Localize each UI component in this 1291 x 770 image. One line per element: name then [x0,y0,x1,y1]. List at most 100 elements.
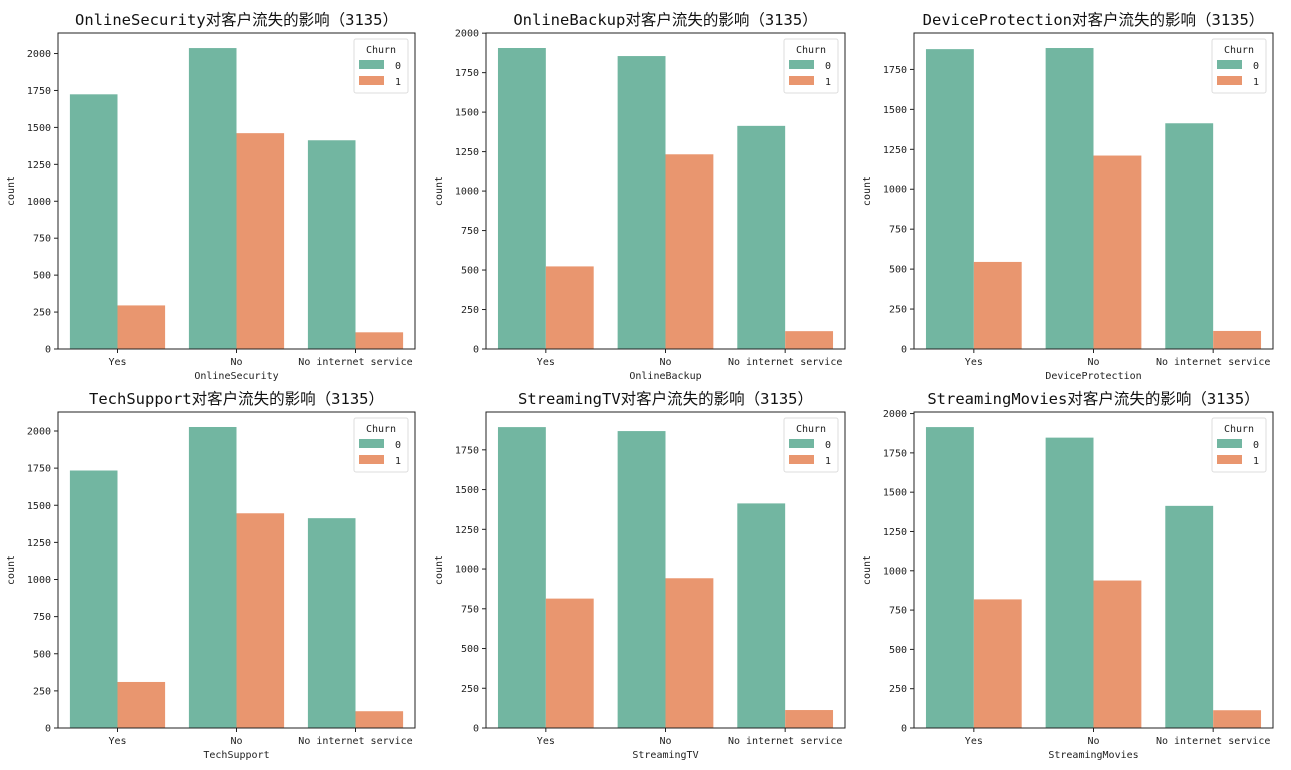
bar-no-internet-service-churn-1 [355,332,404,349]
y-tick-label: 1750 [883,65,907,76]
legend-swatch-0 [1217,60,1242,69]
legend: Churn 0 1 [783,38,839,94]
legend-swatch-1 [359,455,384,464]
x-axis-label: DeviceProtection [1045,371,1141,382]
legend-swatch-0 [359,60,384,69]
bar-yes-churn-0 [497,427,546,728]
x-axis-label: StreamingMovies [1048,750,1138,761]
y-tick-label: 1250 [27,160,51,171]
bar-no-internet-service-churn-1 [1213,710,1262,728]
y-tick-label: 1500 [883,105,907,116]
y-tick-label: 1750 [883,448,907,459]
legend-label-0: 0 [1253,61,1259,72]
x-tick-label: No [659,736,671,747]
bar-no-internet-service-churn-1 [785,331,834,349]
x-tick-label: No internet service [728,357,842,368]
legend-swatch-1 [789,455,814,464]
y-tick-label: 1000 [455,187,479,198]
x-tick-label: Yes [108,357,126,368]
bar-no-churn-1 [1093,155,1142,349]
legend-label-1: 1 [395,77,401,88]
x-tick-label: No [1087,357,1099,368]
axes-frame [57,411,416,729]
bar-no-churn-0 [188,48,237,349]
bar-yes-churn-0 [69,94,118,349]
y-tick-label: 1250 [455,525,479,536]
y-tick-label: 750 [33,612,51,623]
y-tick-label: 1500 [455,485,479,496]
y-tick-label: 750 [461,604,479,615]
bar-no-churn-1 [1093,580,1142,728]
bar-no-churn-1 [236,513,285,728]
y-tick-label: 500 [461,644,479,655]
bar-no-churn-0 [188,426,237,728]
axes-frame [913,32,1274,350]
legend-title: Churn [1224,424,1254,435]
x-tick-label: No internet service [1156,357,1270,368]
bar-no-churn-1 [236,133,285,349]
y-tick-label: 1250 [883,145,907,156]
bar-no-churn-1 [665,578,714,728]
legend-swatch-1 [789,76,814,85]
y-tick-label: 0 [45,345,51,356]
y-tick-label: 1750 [455,68,479,79]
x-tick-label: No internet service [298,357,412,368]
bar-no-churn-0 [1045,48,1094,350]
bar-no-internet-service-churn-1 [355,711,404,728]
y-tick-label: 1750 [27,464,51,475]
bar-yes-churn-1 [117,681,166,728]
legend-swatch-0 [1217,439,1242,448]
bar-no-churn-0 [617,431,666,728]
legend-label-0: 0 [395,61,401,72]
legend-swatch-0 [789,439,814,448]
y-tick-label: 250 [33,308,51,319]
bar-no-churn-1 [665,154,714,349]
y-tick-label: 1000 [27,197,51,208]
chart-title: StreamingMovies对客户流失的影响（3135） [927,390,1259,408]
y-axis-label: count [434,555,445,585]
y-tick-label: 1750 [455,445,479,456]
legend: Churn 0 1 [1211,38,1267,94]
legend-swatch-1 [1217,76,1242,85]
y-tick-label: 0 [473,345,479,356]
y-tick-label: 250 [889,684,907,695]
bar-yes-churn-0 [925,49,974,349]
x-tick-label: No [1087,736,1099,747]
y-tick-label: 750 [889,225,907,236]
bar-yes-churn-0 [497,48,546,349]
bar-no-churn-0 [617,56,666,350]
legend: Churn 0 1 [783,417,839,473]
subplot-deviceprotection: DeviceProtection对客户流失的影响（3135） Yes No No in… [862,11,1274,382]
y-tick-label: 2000 [27,427,51,438]
y-axis-label: count [434,176,445,206]
legend-label-1: 1 [395,456,401,467]
y-tick-label: 0 [901,345,907,356]
bar-yes-churn-0 [925,427,974,728]
legend-title: Churn [366,424,396,435]
axes-frame [485,32,846,350]
legend: Churn 0 1 [1211,417,1267,473]
x-tick-label: No [230,736,242,747]
y-tick-label: 500 [461,266,479,277]
x-tick-label: No [230,357,242,368]
subplot-streamingtv: StreamingTV对客户流失的影响（3135） Yes No No interne… [434,390,846,761]
x-tick-label: No [659,357,671,368]
y-tick-label: 1500 [27,501,51,512]
y-axis-label: count [862,555,873,585]
bar-no-internet-service-churn-0 [1165,505,1214,728]
y-axis-label: count [6,176,17,206]
chart-title: StreamingTV对客户流失的影响（3135） [518,390,813,408]
x-tick-label: Yes [537,357,555,368]
y-tick-label: 1750 [27,86,51,97]
y-tick-label: 750 [461,226,479,237]
legend-label-0: 0 [825,61,831,72]
bar-yes-churn-1 [973,599,1022,728]
bar-no-internet-service-churn-0 [1165,123,1214,349]
bar-yes-churn-0 [69,470,118,728]
y-tick-label: 1500 [455,108,479,119]
bar-yes-churn-1 [545,598,594,728]
legend-label-0: 0 [825,440,831,451]
x-tick-label: Yes [965,736,983,747]
legend-label-1: 1 [1253,456,1259,467]
bar-yes-churn-1 [117,305,166,349]
